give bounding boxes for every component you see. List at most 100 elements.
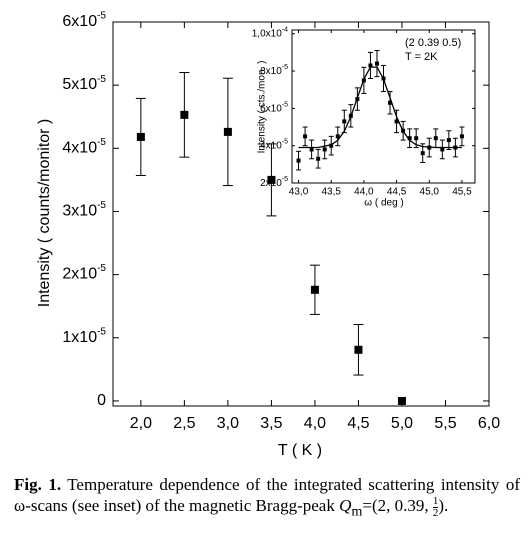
data-point — [309, 147, 314, 152]
x-tick-label: 5,5 — [434, 415, 456, 432]
data-point — [427, 145, 432, 150]
data-point — [407, 136, 412, 141]
x-tick-label: 2,5 — [173, 415, 195, 432]
data-point — [397, 396, 406, 405]
data-point — [310, 285, 319, 294]
x-tick-label: 45,5 — [452, 187, 472, 198]
annotation: T = 2K — [405, 51, 438, 63]
data-point — [414, 136, 419, 141]
caption-label: Fig. 1. — [14, 475, 62, 494]
formula-end: ). — [438, 496, 449, 515]
data-point — [354, 345, 363, 354]
data-point — [374, 61, 379, 66]
formula-value: =(2, 0.39, — [362, 496, 433, 515]
x-tick-label: 5,0 — [391, 415, 413, 432]
tick-exponent: -5 — [97, 137, 106, 148]
data-point — [381, 76, 386, 81]
data-point — [348, 113, 353, 118]
data-point — [453, 145, 458, 150]
data-point — [361, 78, 366, 83]
tick-exponent: -5 — [97, 200, 106, 211]
tick-text: 4x10 — [260, 140, 282, 151]
tick-text: 4x10 — [62, 140, 97, 157]
data-point — [296, 158, 301, 163]
tick-text: 2x10 — [62, 266, 97, 283]
data-point — [368, 63, 373, 68]
x-tick-label: 44,5 — [387, 187, 407, 198]
data-point — [342, 119, 347, 124]
data-point — [223, 127, 232, 136]
numerator: 1 — [432, 494, 439, 508]
denominator: 2 — [432, 506, 439, 519]
data-point — [136, 132, 145, 141]
data-point — [267, 175, 276, 184]
tick-exponent: -5 — [282, 176, 288, 183]
tick-exponent: -4 — [282, 27, 288, 34]
data-point — [394, 119, 399, 124]
tick-exponent: -5 — [282, 101, 288, 108]
y-tick-label: 2x10-5 — [62, 263, 106, 283]
x-tick-label: 4,5 — [347, 415, 369, 432]
y-axis-label: Intensity ( cts./mon. ) — [257, 61, 268, 154]
tick-exponent: -5 — [97, 263, 106, 274]
y-tick-label: 2x10-5 — [260, 176, 288, 189]
plot-frame — [291, 29, 476, 184]
tick-text: 5x10 — [62, 76, 97, 93]
x-tick-label: 43,5 — [321, 187, 341, 198]
y-tick-label: 1,0x10-4 — [252, 27, 288, 40]
x-tick-label: 44,0 — [354, 187, 374, 198]
x-tick-label: 4,0 — [304, 415, 326, 432]
x-axis-label: T ( K ) — [278, 442, 322, 459]
tick-exponent: -5 — [282, 139, 288, 146]
formula-symbol: Q — [339, 496, 352, 515]
data-point — [433, 136, 438, 141]
tick-text: 6x10 — [260, 103, 282, 114]
tick-text: 2x10 — [260, 178, 282, 189]
data-point — [322, 147, 327, 152]
tick-text: 6x10 — [62, 13, 97, 30]
data-point — [388, 100, 393, 105]
data-point — [180, 110, 189, 119]
y-tick-label: 4x10-5 — [62, 137, 106, 157]
data-point — [440, 147, 445, 152]
y-tick-label: 1x10-5 — [62, 326, 106, 346]
y-tick-label: 5x10-5 — [62, 73, 106, 93]
y-tick-label: 3x10-5 — [62, 200, 106, 220]
x-tick-label: 2,0 — [130, 415, 152, 432]
x-tick-label: 3,5 — [260, 415, 282, 432]
figure: 2,0 2,5 3,0 3,5 4,0 4,5 5,0 5,5 6,001x10-52x10-5… — [36, 10, 500, 459]
tick-text: 1,0x10 — [252, 28, 282, 39]
caption-text: Temperature dependence of the integrated… — [14, 475, 520, 515]
x-tick-label: 43,0 — [289, 187, 309, 198]
tick-text: 1x10 — [62, 329, 97, 346]
y-tick-label: 6x10-5 — [62, 10, 106, 30]
x-tick-label: 45,0 — [420, 187, 440, 198]
tick-text: 8x10 — [260, 66, 282, 77]
tick-exponent: -5 — [97, 326, 106, 337]
tick-text: 0 — [97, 392, 106, 409]
data-point — [459, 134, 464, 139]
plot-frame — [112, 21, 490, 407]
x-axis-label: ω ( deg ) — [364, 198, 404, 209]
data-point — [316, 156, 321, 161]
annotation: (2 0.39 0.5) — [405, 37, 461, 49]
tick-exponent: -5 — [97, 10, 106, 21]
formula-subscript: m — [351, 503, 363, 520]
y-axis-label: Intensity ( counts/monitor ) — [36, 119, 53, 308]
y-tick-label: 4x10-5 — [260, 139, 288, 152]
data-point — [303, 134, 308, 139]
data-point — [446, 138, 451, 143]
data-point — [401, 128, 406, 133]
y-tick-label: 6x10-5 — [260, 101, 288, 114]
data-point — [329, 143, 334, 148]
y-tick-label: 0 — [97, 392, 106, 409]
data-point — [355, 97, 360, 102]
tick-exponent: -5 — [97, 73, 106, 84]
x-tick-label: 6,0 — [478, 415, 500, 432]
x-tick-label: 3,0 — [217, 415, 239, 432]
caption: Fig. 1. Temperature dependence of the in… — [14, 474, 520, 522]
tick-exponent: -5 — [282, 64, 288, 71]
data-point — [420, 151, 425, 156]
